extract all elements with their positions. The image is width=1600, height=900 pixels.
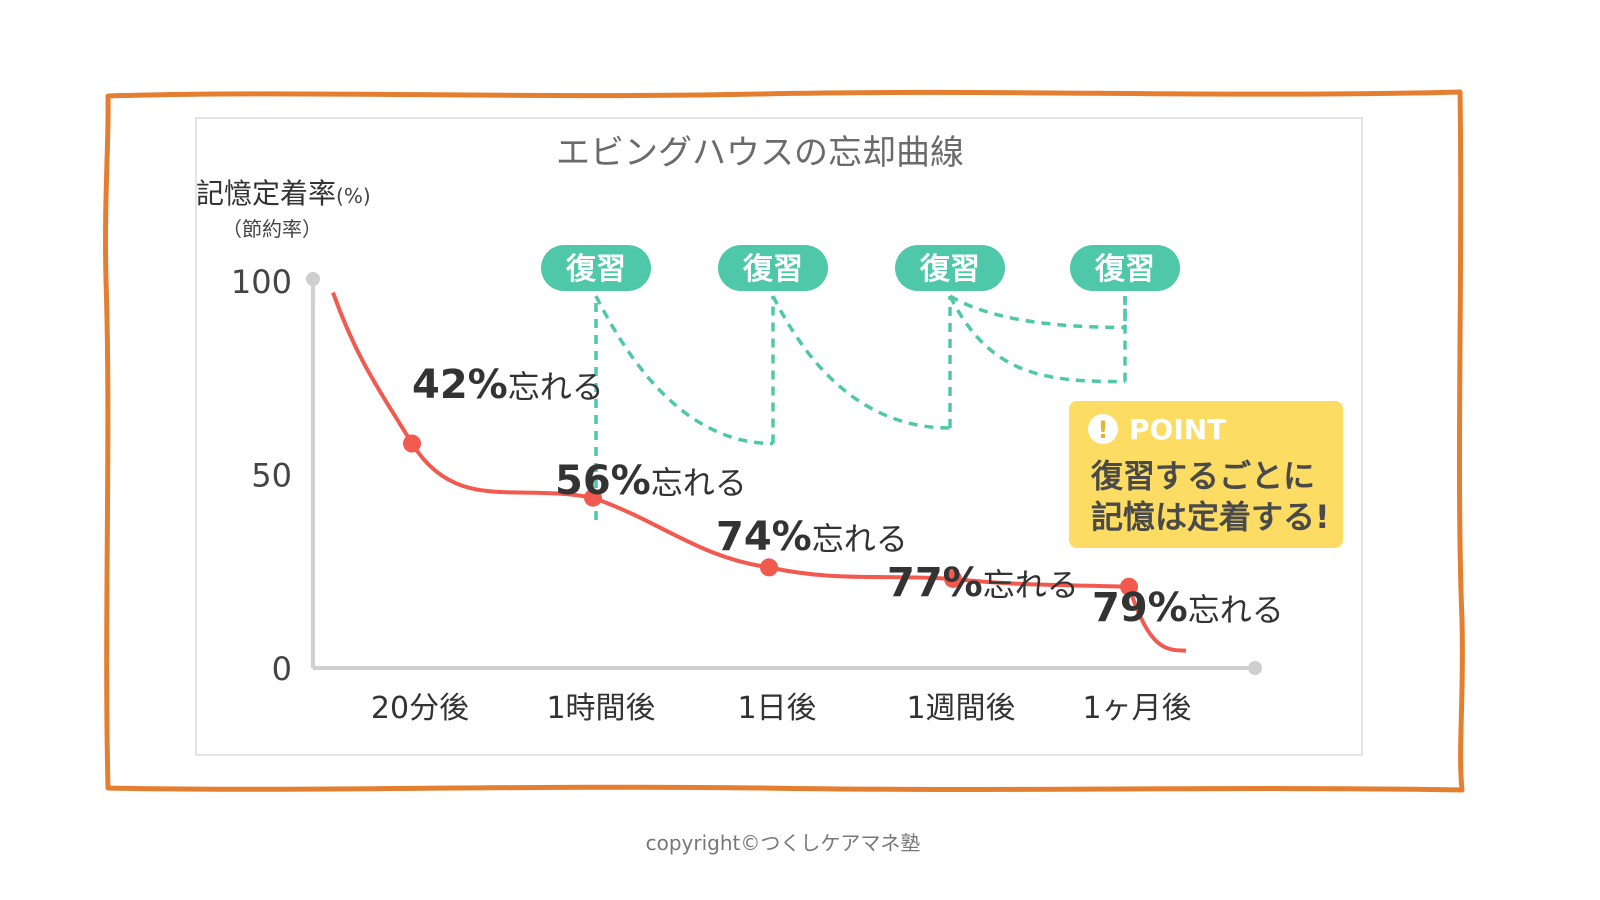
forget-label: 56%忘れる [555,458,747,504]
review-badge: 復習 [1070,245,1180,291]
curve-point [584,488,602,507]
forget-label: 42%忘れる [412,362,604,408]
forget-suffix: 忘れる [983,566,1079,604]
y-axis-sublabel: （節約率） [222,217,322,241]
y-tick-label: 100 [231,263,292,301]
forget-suffix: 忘れる [508,368,604,406]
point-heading: POINT [1129,413,1226,446]
review-decay-curve [771,295,951,430]
x-tick-label: 1週間後 [906,691,1015,726]
exclamation-mark: ! [1098,416,1109,444]
forget-suffix: 忘れる [812,520,908,558]
x-tick-label: 20分後 [371,691,469,726]
review-pill [1070,245,1180,291]
y-axis-label: 記憶定着率(%) [196,177,371,210]
review-badge: 復習 [718,245,828,291]
forget-percent: 79% [1092,585,1188,631]
copyright-text: copyright©つくしケアマネ塾 [646,831,921,855]
review-pill [895,245,1005,291]
review-series: 復習 復習 復習 復習 [541,245,1180,520]
x-ticks: 20分後 1時間後 1日後 1週間後 1ヶ月後 [371,691,1192,726]
review-badge: 復習 [895,245,1005,291]
review-label: 復習 [1094,252,1155,287]
curve-point [403,434,421,453]
exclamation-icon [1088,414,1118,444]
review-pill [718,245,828,291]
y-axis-label-main: 記憶定着率 [196,177,336,210]
review-label: 復習 [565,252,626,287]
review-label: 復習 [742,252,803,287]
review-decay-curve [948,295,1126,384]
x-tick-label: 1ヶ月後 [1082,691,1191,726]
forget-suffix: 忘れる [651,464,747,502]
forget-percent: 42% [412,362,508,408]
x-tick-label: 1日後 [737,691,816,726]
y-tick-label: 50 [251,457,292,495]
y-ticks: 100 50 0 [231,263,292,688]
curve-point [944,569,962,588]
y-axis-unit: (%) [336,184,371,208]
forget-suffix: 忘れる [1188,591,1284,629]
orange-frame [103,89,1465,793]
y-tick-label: 0 [272,650,292,688]
forget-percent: 74% [716,514,812,560]
forget-label: 77%忘れる [887,560,1079,606]
review-label: 復習 [919,252,980,287]
point-callout: ! POINT 復習するごとに 記憶は定着する! [1069,401,1343,548]
review-pill [541,245,651,291]
point-box [1069,401,1343,548]
forgetting-curve-series [331,291,1187,653]
x-axis-end-dot [1248,661,1262,675]
point-line-1: 復習するごとに [1090,457,1315,495]
forget-percent: 77% [887,560,983,606]
forget-percent: 56% [555,458,651,504]
review-decay-curve [594,295,774,446]
x-tick-label: 1時間後 [546,691,655,726]
curve-point [1120,577,1138,596]
chart-title: エビングハウスの忘却曲線 [556,133,964,173]
forget-label: 79%忘れる [1092,585,1284,631]
forget-label: 74%忘れる [716,514,908,560]
y-axis-end-dot [306,272,320,286]
point-line-2: 記憶は定着する! [1091,498,1330,536]
review-badge: 復習 [541,245,651,291]
curve-point [760,558,778,577]
review-decay-curve [949,294,1126,330]
